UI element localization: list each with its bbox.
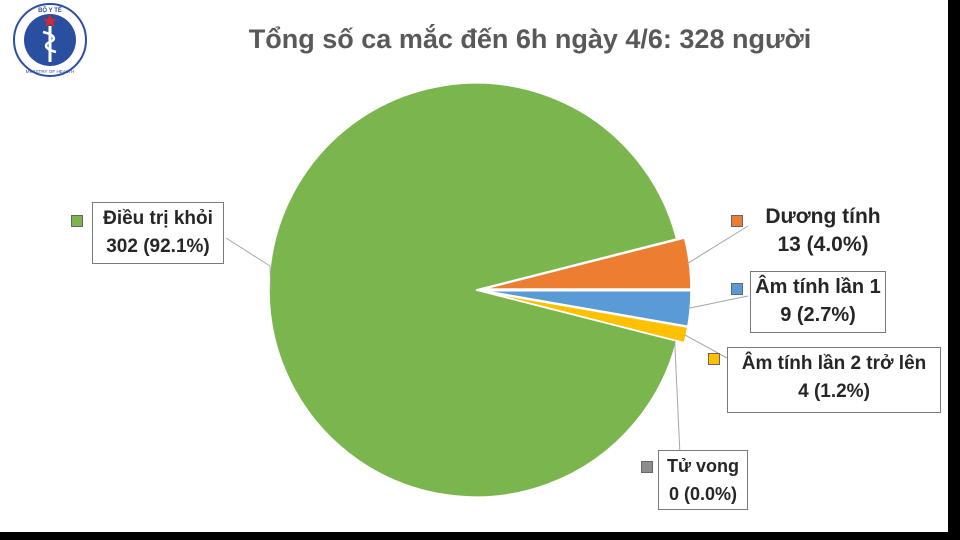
leader-line [674, 340, 681, 456]
slice-name-label: Tử vong [666, 456, 740, 476]
slice-am-tinh-lan-1 [483, 289, 692, 328]
callout-dieu-tri-khoi: Điều trị khỏi 302 (92.1%) [71, 202, 224, 264]
ministry-logo: BỘ Y TẾ MINISTRY OF HEALTH [13, 3, 87, 77]
callout-duong-tinh: Dương tính 13 (4.0%) [731, 203, 893, 265]
chart-title: Tổng số ca mắc đến 6h ngày 4/6: 328 ngườ… [248, 24, 812, 54]
chart-frame: BỘ Y TẾ MINISTRY OF HEALTH Tổng số ca mắ… [0, 0, 948, 532]
pie-chart [225, 82, 749, 498]
legend-swatch [731, 283, 743, 295]
leader-line [225, 237, 272, 291]
slice-value-label: 13 (4.0%) [777, 233, 869, 256]
legend-swatch [731, 215, 743, 227]
leader-line [687, 225, 749, 264]
slice-value-label: 302 (92.1%) [106, 236, 210, 257]
slice-name-label: Dương tính [765, 205, 881, 228]
slice-value-label: 0 (0.0%) [668, 484, 738, 504]
slice-name-label: Âm tính lần 1 [755, 276, 881, 298]
slice-duong-tinh [483, 237, 692, 290]
legend-swatch [641, 461, 653, 473]
leader-lines [225, 225, 749, 456]
callout-am-tinh-lan-1: Âm tính lần 1 9 (2.7%) [731, 271, 886, 333]
slice-value-label: 4 (1.2%) [798, 381, 870, 402]
slice-name-label: Âm tính lần 2 trở lên [741, 353, 927, 374]
pie-slices [268, 82, 692, 498]
callout-am-tinh-lan-2: Âm tính lần 2 trở lên 4 (1.2%) [708, 347, 941, 413]
logo-text-bottom: MINISTRY OF HEALTH [26, 69, 75, 74]
callout-tu-vong: Tử vong 0 (0.0%) [641, 450, 748, 510]
slice-am-tinh-lan-2 [483, 290, 689, 344]
leader-line [688, 295, 749, 309]
logo-text-top: BỘ Y TẾ [38, 6, 62, 14]
legend-swatch [71, 215, 83, 227]
slice-dieu-tri-khoi [268, 82, 678, 498]
slice-name-label: Điều trị khỏi [103, 208, 213, 229]
leader-line [684, 334, 728, 359]
slice-value-label: 9 (2.7%) [780, 304, 856, 326]
legend-swatch [708, 353, 720, 365]
